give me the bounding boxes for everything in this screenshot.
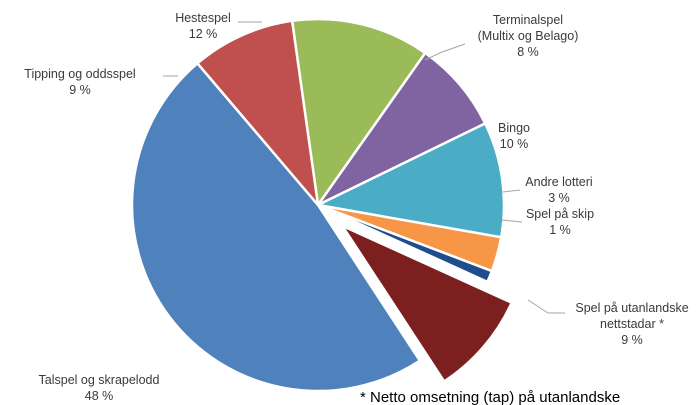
slice-value-label: 8 % [517, 45, 539, 59]
leader-line-terminalspel-multix-og-belago [424, 43, 466, 61]
slice-label-andre-lotteri: Andre lotteri 3 % [525, 175, 592, 205]
slice-category-label: Spel på skip [526, 207, 594, 221]
slice-label-hestespel: Hestespel 12 % [175, 11, 231, 41]
slice-category-label: Andre lotteri [525, 175, 592, 189]
slice-value-label: 1 % [549, 223, 571, 237]
slice-category-label: Tipping og oddsspel [24, 67, 135, 81]
leader-line-andre-lotteri [502, 189, 521, 193]
slice-value-label: 9 % [621, 333, 643, 347]
pie-slice-terminalspel-multix-og-belago [316, 51, 487, 207]
slice-category-label: nettstadar * [600, 317, 664, 331]
slice-value-label: 12 % [189, 27, 218, 41]
slice-value-label: 3 % [548, 191, 570, 205]
pie-slice-spel-p-skip [317, 203, 494, 284]
slice-category-label: (Multix og Belago) [478, 29, 579, 43]
slice-category-label: Hestespel [175, 11, 231, 25]
pie-slice-talspel-og-skrapelodd [130, 61, 422, 393]
leader-line-spel-p-skip [501, 219, 523, 223]
slice-label-spel-p-skip: Spel på skip 1 % [526, 207, 594, 237]
slice-category-label: Bingo [498, 121, 530, 135]
slice-category-label: Talspel og skrapelodd [39, 373, 160, 387]
chart-footnote: * Netto omsetning (tap) på utanlandske [360, 389, 620, 405]
slice-value-label: 9 % [69, 83, 91, 97]
slice-label-terminalspel-multix-og-belago: Terminalspel (Multix og Belago) 8 % [478, 13, 579, 59]
slice-label-tipping-og-oddsspel: Tipping og oddsspel 9 % [24, 67, 135, 97]
leader-lines-group [163, 21, 565, 314]
slices-group [130, 17, 514, 393]
slice-labels-group: Hestespel 12 % Terminalspel (Multix og Bela… [24, 11, 688, 403]
slice-category-label: Terminalspel [493, 13, 563, 27]
slice-label-spel-p-utanlandske-nettstadar: Spel på utanlandske nettstadar * 9 % [575, 301, 688, 347]
slice-value-label: 10 % [500, 137, 529, 151]
pie-slice-hestespel [290, 17, 427, 209]
pie-slice-tipping-og-oddsspel [195, 19, 320, 210]
slice-value-label: 48 % [85, 389, 114, 403]
slice-label-bingo: Bingo 10 % [498, 121, 530, 151]
pie-slice-bingo [313, 121, 506, 239]
leader-line-spel-p-utanlandske-nettstadar [527, 299, 565, 314]
pie-slice-spel-p-utanlandske-nettstadar [338, 222, 514, 384]
slice-category-label: Spel på utanlandske [575, 301, 688, 315]
slice-label-talspel-og-skrapelodd: Talspel og skrapelodd 48 % [39, 373, 160, 403]
